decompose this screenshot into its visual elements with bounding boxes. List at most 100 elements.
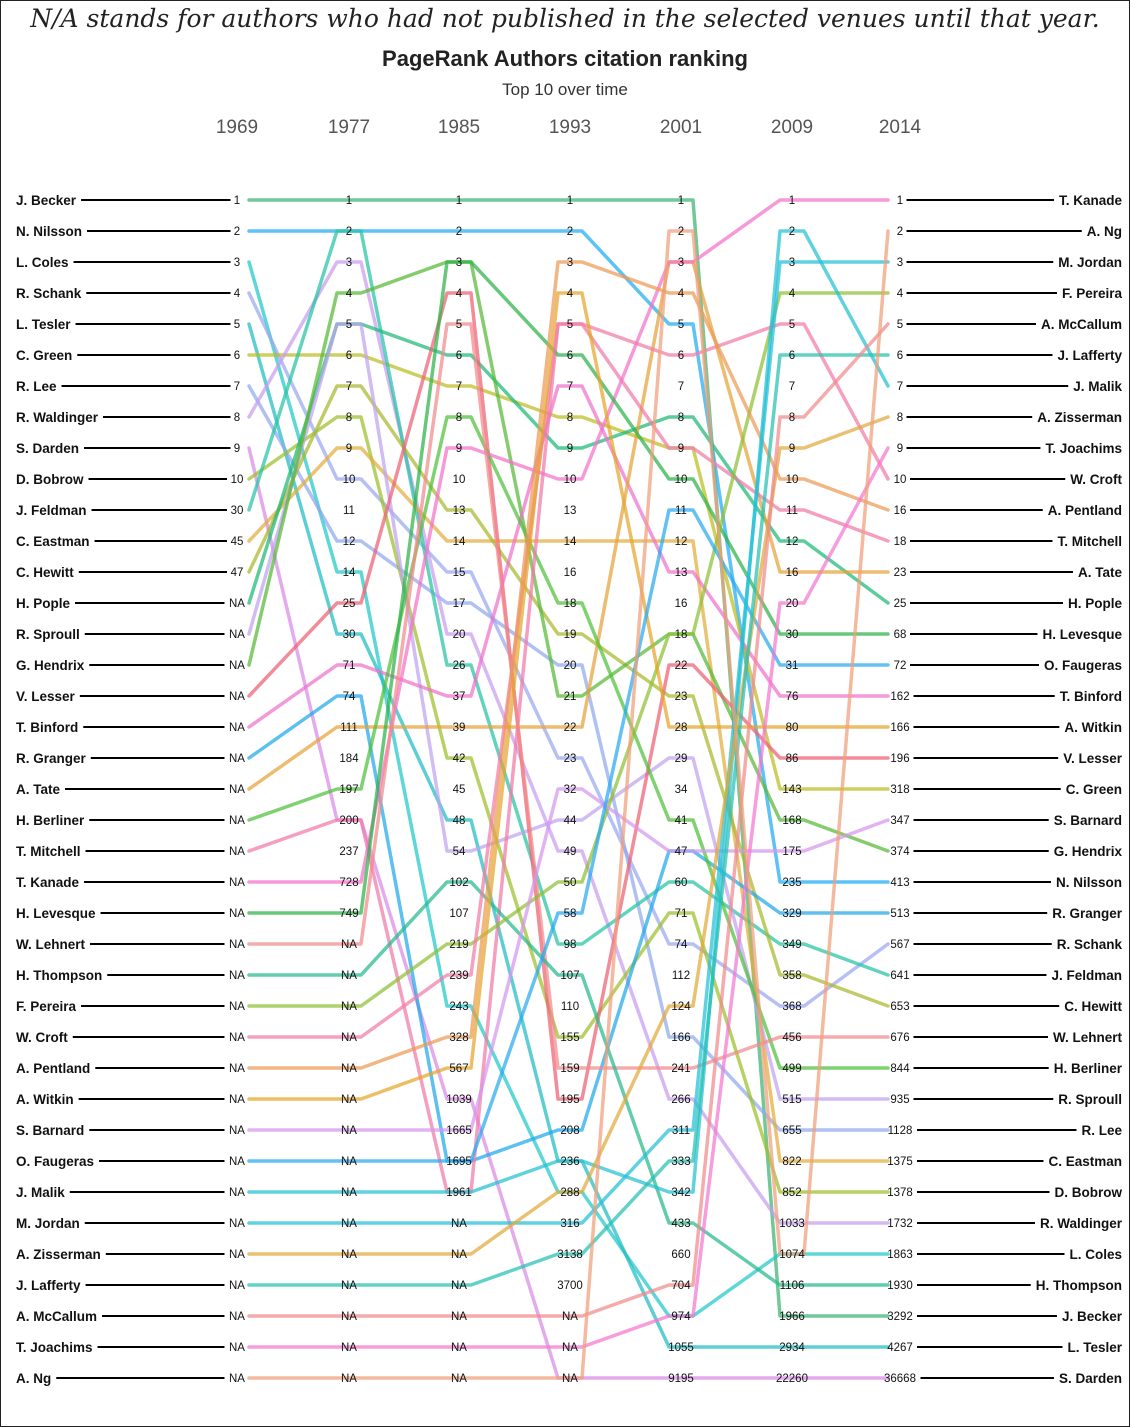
rank-label-1969-11: 45: [231, 536, 244, 548]
rank-label-1993-15: 20: [564, 660, 577, 672]
rank-label-2009-17: 80: [786, 722, 799, 734]
author-right-w-lehnert: W. Lehnert: [1053, 1030, 1123, 1045]
rank-label-2014-35: 1930: [887, 1280, 913, 1292]
series-line-28: [247, 260, 890, 1070]
author-right-j-becker: J. Becker: [1062, 1309, 1123, 1324]
rank-label-2001-19: 34: [675, 784, 688, 796]
rank-label-1993-14: 19: [564, 629, 577, 641]
rank-label-2001-13: 16: [675, 598, 688, 610]
rank-label-1985-38: NA: [451, 1373, 467, 1385]
author-left-l-coles: L. Coles: [16, 255, 69, 270]
rank-label-1993-7: 8: [567, 412, 573, 424]
rank-label-2009-26: 368: [782, 1001, 801, 1013]
rank-label-1969-1: 2: [234, 226, 240, 238]
year-label-1985: 1985: [438, 117, 480, 138]
author-right-t-joachims: T. Joachims: [1045, 441, 1122, 456]
rank-label-2014-1: 2: [897, 226, 903, 238]
rank-label-2009-2: 3: [789, 257, 795, 269]
rank-label-1993-8: 9: [567, 443, 573, 455]
series-line-5: [247, 353, 890, 791]
year-label-1993: 1993: [549, 117, 591, 138]
rank-label-2014-21: 374: [890, 846, 910, 858]
rank-label-1977-18: 184: [339, 753, 359, 765]
rank-label-1985-30: 1665: [446, 1125, 472, 1137]
rank-label-2009-22: 235: [782, 877, 801, 889]
rank-label-2001-26: 124: [671, 1001, 691, 1013]
rank-label-2001-14: 18: [675, 629, 688, 641]
rank-label-1969-35: NA: [229, 1280, 245, 1292]
rank-label-2009-38: 22260: [776, 1373, 808, 1385]
series-line-18: [247, 694, 890, 1163]
author-left-v-lesser: V. Lesser: [16, 689, 76, 704]
rank-label-1985-9: 10: [453, 474, 466, 486]
rank-label-1993-12: 16: [564, 567, 577, 579]
rank-label-2001-38: 9195: [668, 1373, 694, 1385]
rank-label-2009-4: 5: [789, 319, 795, 331]
series-line-9: [247, 415, 890, 1194]
author-left-n-nilsson: N. Nilsson: [16, 224, 82, 239]
rank-label-2001-31: 333: [671, 1156, 690, 1168]
year-axis: 1969 1977 1985 1993 2001 2009 2014: [216, 117, 922, 138]
rank-label-1985-13: 17: [453, 598, 466, 610]
rank-label-2009-24: 349: [782, 939, 801, 951]
author-left-a-zisserman: A. Zisserman: [16, 1247, 101, 1262]
author-left-g-hendrix: G. Hendrix: [16, 658, 85, 673]
author-right-l-coles: L. Coles: [1069, 1247, 1122, 1262]
author-left-r-sproull: R. Sproull: [16, 627, 80, 642]
author-right-c-green: C. Green: [1066, 782, 1122, 797]
author-right-r-schank: R. Schank: [1057, 937, 1123, 952]
rank-label-1969-22: NA: [229, 877, 245, 889]
rank-label-1969-28: NA: [229, 1063, 245, 1075]
rank-label-2014-37: 4267: [887, 1342, 913, 1354]
rank-label-1977-15: 71: [343, 660, 356, 672]
rank-label-1969-30: NA: [229, 1125, 245, 1137]
rank-label-1993-16: 21: [564, 691, 577, 703]
rank-label-2001-35: 704: [671, 1280, 691, 1292]
rank-label-1969-8: 9: [234, 443, 240, 455]
rank-label-1985-28: 567: [449, 1063, 468, 1075]
author-right-m-jordan: M. Jordan: [1058, 255, 1122, 270]
rank-label-2001-15: 22: [675, 660, 688, 672]
rank-label-2014-3: 4: [897, 288, 904, 300]
rank-label-2014-33: 1732: [887, 1218, 913, 1230]
rank-label-1985-1: 2: [456, 226, 462, 238]
rank-label-1977-8: 9: [346, 443, 352, 455]
series-line-34: [247, 415, 890, 1256]
rank-label-2014-26: 653: [890, 1001, 909, 1013]
rank-label-1993-6: 7: [567, 381, 573, 393]
rank-label-1977-34: NA: [341, 1249, 357, 1261]
author-right-g-hendrix: G. Hendrix: [1054, 844, 1123, 859]
rank-label-1985-7: 8: [456, 412, 462, 424]
rank-label-1977-16: 74: [343, 691, 356, 703]
series-line-24: [247, 322, 890, 1070]
rank-label-1985-22: 102: [449, 877, 468, 889]
series-lines: [247, 198, 890, 1380]
rank-label-2014-16: 162: [890, 691, 909, 703]
rank-label-1977-29: NA: [341, 1094, 357, 1106]
rank-label-2014-30: 1128: [888, 1125, 913, 1137]
rank-label-2009-23: 329: [782, 908, 801, 920]
rank-label-1969-3: 4: [234, 288, 241, 300]
rank-label-1993-22: 50: [564, 877, 577, 889]
author-left-r-lee: R. Lee: [16, 379, 57, 394]
rank-label-2001-5: 6: [678, 350, 684, 362]
series-line-26: [247, 291, 890, 1008]
series-line-35: [247, 353, 890, 1287]
author-right-h-thompson: H. Thompson: [1036, 1278, 1122, 1293]
author-right-l-tesler: L. Tesler: [1067, 1340, 1122, 1355]
rank-label-2014-8: 9: [897, 443, 903, 455]
series-line-6: [247, 384, 890, 1132]
rank-label-2014-14: 68: [894, 629, 907, 641]
author-right-n-nilsson: N. Nilsson: [1056, 875, 1122, 890]
rank-label-2009-1: 2: [789, 226, 795, 238]
author-left-j-becker: J. Becker: [16, 193, 77, 208]
rank-label-2009-10: 11: [786, 505, 798, 517]
rank-label-1993-28: 159: [560, 1063, 579, 1075]
rank-label-2014-17: 166: [890, 722, 909, 734]
series-line-27: [247, 322, 890, 1039]
rank-label-2009-25: 358: [782, 970, 801, 982]
rank-label-1969-9: 10: [231, 474, 244, 486]
rank-label-1985-36: NA: [451, 1311, 467, 1323]
series-line-14: [247, 322, 890, 1101]
